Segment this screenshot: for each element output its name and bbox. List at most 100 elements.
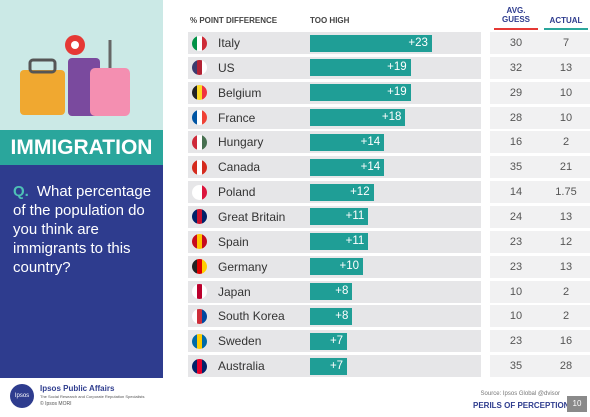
table-background [490, 81, 590, 104]
table-background [490, 305, 590, 328]
table-background [490, 131, 590, 154]
avg-guess: 30 [509, 37, 523, 49]
avg-guess: 29 [509, 86, 523, 99]
source: Source: Ipsos Global @dvisor [480, 391, 560, 397]
table-background [490, 280, 590, 303]
category-header: % POINT DIFFERENCE [190, 16, 278, 25]
category-label: Belgium [218, 85, 262, 100]
value-label: +19 [387, 86, 407, 99]
actual: 12 [559, 235, 573, 248]
table-background [490, 255, 590, 278]
copyright: © Ipsos MORI [40, 401, 72, 407]
avg-guess: 16 [509, 136, 523, 149]
bar [310, 59, 411, 77]
category-label: Japan [218, 284, 251, 299]
actual: 2 [562, 310, 570, 323]
panel-title: IMMIGRATION [0, 130, 163, 165]
category-label: South Korea [218, 309, 285, 324]
actual: 13 [559, 61, 573, 74]
page-number: 10 [567, 396, 587, 412]
avg-guess: 14 [509, 186, 523, 199]
category-label: Great Britain [218, 209, 286, 224]
bar [310, 332, 348, 350]
category-label: France [218, 110, 256, 125]
bar [310, 258, 363, 276]
actual: 7 [562, 37, 570, 49]
category-label: Australia [218, 359, 265, 374]
bar [310, 233, 369, 251]
bar [310, 84, 411, 102]
value-label: +7 [329, 359, 344, 372]
actual: 28 [559, 360, 573, 373]
table-background [490, 181, 590, 204]
avg-guess: 23 [509, 335, 523, 348]
table-background [490, 106, 590, 129]
table-background [490, 205, 590, 228]
actual: 16 [559, 335, 573, 348]
table-background [490, 330, 590, 353]
bar [310, 34, 432, 52]
avg-guess: 23 [509, 260, 523, 273]
table-background [490, 156, 590, 179]
bar [310, 109, 406, 127]
question-prefix: Q. [13, 183, 29, 200]
value-header: TOO HIGH [310, 16, 350, 25]
bar [310, 208, 369, 226]
value-label: +12 [350, 185, 370, 198]
actual: 21 [559, 161, 573, 174]
value-label: +7 [329, 334, 344, 347]
bar [310, 133, 385, 151]
illustration-panel: IMMIGRATION [0, 0, 163, 165]
flag [192, 35, 207, 51]
illustration [20, 35, 130, 116]
table-background [490, 32, 590, 54]
brand: Ipsos Public Affairs [40, 384, 115, 393]
table-background [490, 230, 590, 253]
bar [310, 158, 385, 176]
actual: 1.75 [555, 186, 577, 199]
category-label: Germany [218, 259, 268, 274]
category-label: Italy [218, 36, 241, 50]
value-label: +11 [345, 235, 365, 248]
flag [192, 234, 207, 250]
category-label: Hungary [218, 135, 264, 150]
actual: 2 [562, 136, 570, 149]
avg-guess: 28 [509, 111, 523, 124]
actual: 10 [559, 111, 573, 124]
actual-header: ACTUAL [544, 16, 588, 30]
actual: 10 [559, 86, 573, 99]
actual: 2 [562, 285, 570, 298]
value-label: +23 [408, 36, 428, 49]
value-label: +14 [360, 135, 381, 148]
value-label: +8 [335, 285, 349, 297]
flag [192, 85, 207, 101]
category-label: Poland [218, 185, 256, 200]
avg-guess: 35 [509, 161, 523, 174]
bar [310, 357, 348, 375]
category-label: Spain [218, 234, 249, 249]
flag [192, 259, 207, 275]
value-label: +14 [360, 160, 381, 173]
question: Q. What percentage of the population do y… [13, 182, 153, 277]
logo: Ipsos [10, 384, 34, 408]
value-label: +8 [335, 309, 349, 322]
table-background [490, 355, 590, 378]
question-text: What percentage of the population do you… [13, 183, 152, 276]
avg-guess: 10 [509, 285, 523, 298]
flag [192, 110, 207, 126]
flag [192, 358, 207, 374]
flag [192, 209, 207, 225]
value-label: +10 [339, 260, 359, 273]
avg-guess: 10 [509, 310, 523, 323]
flag [192, 60, 207, 76]
value-label: +18 [381, 111, 402, 124]
flag [192, 284, 207, 299]
avg-guess: 23 [509, 235, 523, 248]
flag [192, 333, 207, 349]
avg-guess: 35 [509, 360, 523, 373]
series-name: PERILS OF PERCEPTION [473, 401, 570, 410]
value-label: +19 [387, 61, 407, 74]
flag [192, 308, 207, 324]
flag [192, 134, 207, 150]
